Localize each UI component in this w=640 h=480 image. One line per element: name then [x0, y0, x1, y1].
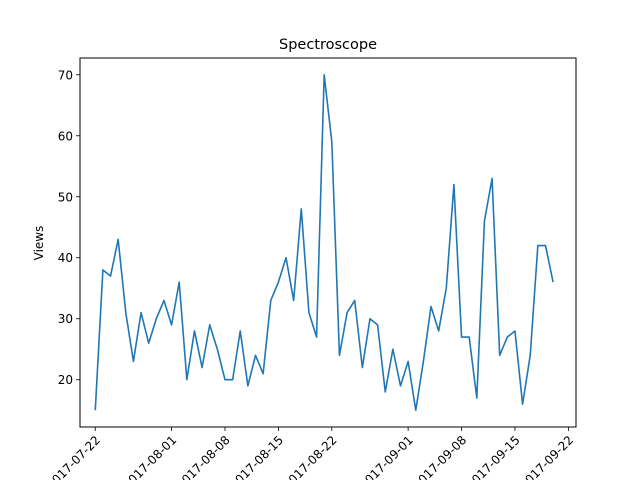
- x-axis: 2017-07-22 2017-08-012017-08-082017-08-15…: [44, 427, 576, 480]
- data-point: [529, 354, 531, 356]
- data-point: [270, 299, 272, 301]
- data-point: [300, 208, 302, 210]
- data-point: [354, 299, 356, 301]
- x-tick-label: 2017-09-22: [517, 433, 576, 480]
- y-tick-label: 60: [58, 129, 73, 143]
- data-point: [445, 287, 447, 289]
- y-tick-label: 40: [58, 251, 73, 265]
- data-point: [392, 348, 394, 350]
- data-point: [460, 336, 462, 338]
- y-tick-label: 50: [58, 190, 73, 204]
- data-point: [292, 299, 294, 301]
- data-point: [437, 330, 439, 332]
- data-point: [384, 391, 386, 393]
- data-point: [491, 177, 493, 179]
- data-point: [193, 330, 195, 332]
- x-tick-label: 2017-08-01: [120, 433, 179, 480]
- x-tick-label: 2017-09-08: [410, 433, 469, 480]
- data-point: [514, 330, 516, 332]
- y-axis: 20 30 40 50 60 70: [58, 68, 80, 387]
- data-point: [117, 238, 119, 240]
- data-point: [415, 409, 417, 411]
- data-point: [254, 354, 256, 356]
- x-tick-label: 2017-09-15: [464, 433, 523, 480]
- y-tick-label: 30: [58, 312, 73, 326]
- data-point: [315, 336, 317, 338]
- data-point: [338, 354, 340, 356]
- data-point: [239, 330, 241, 332]
- data-point: [521, 403, 523, 405]
- data-point: [155, 318, 157, 320]
- data-point: [147, 342, 149, 344]
- x-tick-label: 2017-09-01: [357, 433, 416, 480]
- data-point: [163, 299, 165, 301]
- data-point: [498, 354, 500, 356]
- y-tick-label: 70: [58, 68, 73, 82]
- data-point: [178, 281, 180, 283]
- data-point: [552, 281, 554, 283]
- y-axis-label: Views: [32, 226, 46, 261]
- data-point: [506, 336, 508, 338]
- data-point: [125, 311, 127, 313]
- x-tick-label: 2017-07-22: [44, 433, 103, 480]
- data-point: [285, 257, 287, 259]
- data-point: [476, 397, 478, 399]
- data-point: [453, 183, 455, 185]
- data-point: [224, 379, 226, 381]
- plot-area-frame: [79, 57, 577, 428]
- data-point: [277, 281, 279, 283]
- data-point: [94, 409, 96, 411]
- data-point: [170, 324, 172, 326]
- y-tick-label: 20: [58, 373, 73, 387]
- data-point: [109, 275, 111, 277]
- data-point: [468, 336, 470, 338]
- data-point: [376, 324, 378, 326]
- data-point: [422, 360, 424, 362]
- series-line: [94, 73, 554, 412]
- chart-title: Spectroscope: [279, 37, 377, 53]
- data-point: [140, 311, 142, 313]
- data-point: [216, 348, 218, 350]
- x-tick-label: 2017-08-15: [227, 433, 286, 480]
- data-point: [544, 244, 546, 246]
- data-point: [132, 360, 134, 362]
- data-point: [262, 372, 264, 374]
- data-point: [209, 324, 211, 326]
- data-point: [399, 385, 401, 387]
- data-point: [231, 379, 233, 381]
- data-point: [331, 141, 333, 143]
- data-point: [369, 318, 371, 320]
- data-point: [407, 360, 409, 362]
- data-point: [102, 269, 104, 271]
- data-point: [361, 366, 363, 368]
- data-point: [247, 385, 249, 387]
- data-point: [537, 244, 539, 246]
- data-point: [323, 74, 325, 76]
- data-point: [346, 311, 348, 313]
- data-point: [201, 366, 203, 368]
- x-tick-label: 2017-08-08: [174, 433, 233, 480]
- data-point: [483, 220, 485, 222]
- x-tick-label: 2017-08-22: [280, 433, 339, 480]
- data-point: [308, 311, 310, 313]
- data-point: [186, 379, 188, 381]
- data-point: [430, 305, 432, 307]
